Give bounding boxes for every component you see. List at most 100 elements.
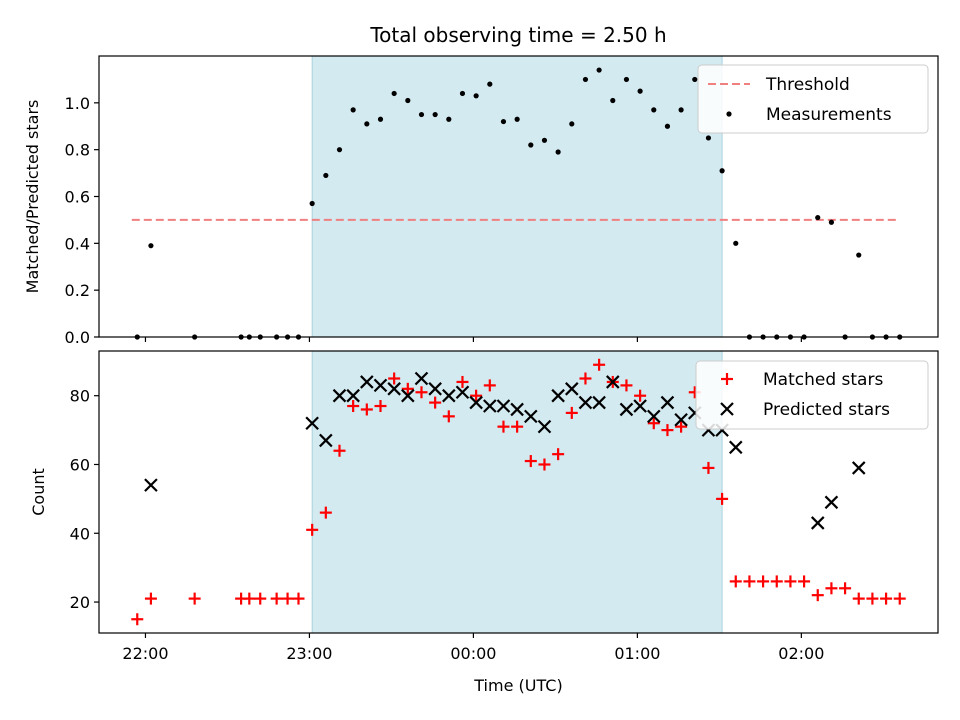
count-y-ticks: 20 40 60 80 [70,387,99,612]
predicted-marker-b [442,388,456,403]
predicted-star-point [728,440,743,455]
matched-star-point [347,400,360,413]
predicted-star-point [360,375,374,389]
measurement-point [391,90,397,97]
predicted-star-point [332,388,347,403]
measurement-point [651,107,657,113]
predicted-star-point [674,413,688,427]
matched-star-point [620,379,633,392]
legend-predicted-label: Predicted stars [763,400,890,420]
measurement-point [350,107,356,113]
matched-star-point [144,592,157,605]
legend-matched-label: Matched stars [763,370,883,390]
matched-star-point [401,382,414,395]
count-y-tick-label: 20 [70,593,90,612]
count-legend-box [695,360,929,430]
predicted-star-point [633,399,647,413]
matched-star-point [374,400,387,413]
matched-star-point [634,389,647,402]
legend-threshold-label: Threshold [765,75,850,95]
legend-measurements-label: Measurements [766,105,892,125]
matched-star-point [306,523,319,536]
measurement-point [596,67,602,73]
predicted-marker-b [510,402,524,417]
count-legend: Matched stars Predicted stars [695,360,929,430]
predicted-star-point [496,399,511,413]
predicted-marker-b [469,395,483,410]
matched-star-point [483,379,496,392]
count-x-ticks: 22:00 23:00 00:00 01:00 02:00 [122,633,824,663]
matched-star-point [429,396,442,409]
predicted-star-point [565,382,579,396]
predicted-marker-b [647,409,661,424]
matched-star-point [825,582,838,595]
ratio-x-ticks [144,337,802,342]
measurement-point [610,97,616,104]
predicted-marker-b [387,382,401,396]
matched-star-point [538,458,551,471]
matched-star-point [188,592,201,605]
measurement-point [705,135,712,141]
measurement-point [692,76,698,83]
predicted-marker-b [373,378,388,393]
matched-star-point [852,592,865,605]
measurement-point [459,90,466,97]
predicted-marker-b [592,395,606,410]
predicted-star-point [428,382,442,396]
ratio-y-tick-label: 0.0 [65,328,90,347]
matched-star-point [729,575,742,588]
matched-star-point [675,420,688,433]
x-axis-label: Time (UTC) [473,676,562,695]
measurement-point [582,76,589,83]
matched-star-point [415,386,428,399]
measurement-point [541,137,548,143]
predicted-marker-b [674,413,688,427]
matched-star-point [292,592,305,605]
predicted-star-point [647,409,661,424]
predicted-marker-b [728,440,743,455]
matched-star-point [839,582,852,595]
predicted-star-point [619,402,634,417]
measurement-point [514,116,520,122]
x-tick-label: 23:00 [286,644,332,663]
x-tick-label: 01:00 [614,644,660,663]
matched-star-point [131,613,144,626]
predicted-star-point [524,409,538,424]
measurement-point [487,81,493,87]
x-tick-label: 22:00 [122,644,168,663]
matched-star-point [524,455,537,468]
predicted-marker-b [810,516,825,530]
matched-star-point [716,492,729,505]
predicted-star-point [578,395,593,410]
predicted-star-point [346,388,360,403]
measurement-point [664,123,671,129]
count-y-tick-label: 40 [70,524,90,543]
ratio-y-tick-label: 0.6 [65,188,90,207]
predicted-star-point [414,371,429,386]
ratio-y-axis-label: Matched/Predicted stars [23,100,42,294]
matched-star-point [893,592,906,605]
chart-title: Total observing time = 2.50 h [369,23,666,47]
measurement-point [528,142,534,148]
matched-star-point [319,506,332,519]
matched-star-point [270,592,283,605]
observing-window-span [311,55,723,338]
measurement-point [623,76,630,83]
matched-star-point [456,375,469,388]
measurement-point [377,116,384,122]
matched-star-point [647,417,660,430]
measurement-point [856,252,862,258]
matched-star-point [511,420,524,433]
measurement-point [828,219,835,225]
predicted-star-point [592,395,606,410]
predicted-marker-b [720,402,734,416]
matched-star-point [388,372,401,385]
predicted-star-point [144,478,158,492]
predicted-star-point [606,375,620,389]
measurement-point [637,88,643,94]
matched-star-point [661,424,674,437]
measurement-point [678,107,684,113]
predicted-marker-b [606,375,620,389]
count-panel: 20 40 60 80 22:00 23:00 00:00 01:00 02:00 Count… [29,350,939,695]
